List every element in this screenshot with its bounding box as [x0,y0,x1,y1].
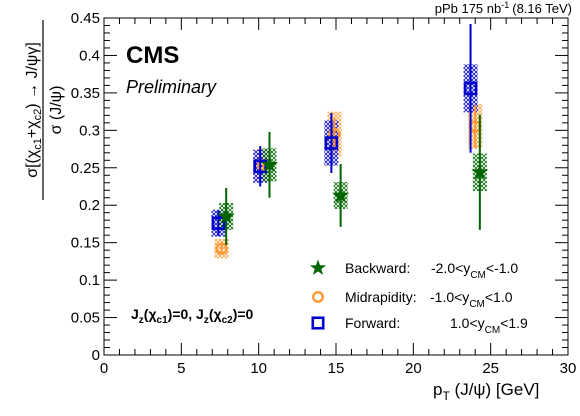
y-tick-label: 0.3 [79,122,100,139]
x-tick-label: 30 [560,360,577,377]
svg-text:σ (J/ψ): σ (J/ψ) [48,86,65,135]
legend-marker [311,316,325,330]
collision-label: pPb 175 nb-1 (8.16 TeV) [435,0,572,16]
y-tick-label: 0.25 [71,160,100,177]
y-tick-label: 0.45 [71,10,100,27]
x-tick-label: 10 [250,360,267,377]
data-point [253,159,268,174]
data-point [328,127,341,141]
legend-marker [309,259,327,275]
data-point [332,186,350,203]
legend-entry: Backward: [345,260,410,276]
x-tick-label: 25 [482,360,499,377]
y-tick-label: 0.15 [71,235,100,252]
data-point [215,242,228,255]
preliminary-label: Preliminary [126,77,217,97]
cms-label: CMS [126,42,179,69]
legend-entry: Forward: [345,315,400,331]
y-tick-label: 0.1 [79,272,100,289]
x-tick-label: 0 [100,360,108,377]
x-tick-label: 20 [405,360,422,377]
data-point [471,163,489,180]
y-tick-label: 0.2 [79,197,100,214]
y-tick-label: 0.05 [71,310,100,327]
x-axis-label: pT (J/ψ) [GeV] [433,380,539,403]
data-point [324,136,339,150]
svg-text:σ[(χc1+χc2) → J/ψγ]: σ[(χc1+χc2) → J/ψγ] [24,42,44,178]
data-point [260,155,279,173]
legend-entry: Midrapidity: [345,289,417,305]
legend-marker [312,291,324,303]
axis-ticks: 0 5 10 15 20 25 30 0 0.05 0.1 0.15 0.2 0.25 0.3 0.35 0.… [71,10,577,377]
jz-annotation: Jz(χc1)=0, Jz(χc2)=0 [131,306,254,326]
x-tick-label: 5 [177,360,185,377]
legend-range: -2.0<yCM<-1.0 [431,260,518,281]
y-tick-label: 0 [92,347,100,364]
x-tick-label: 15 [328,360,345,377]
data-layer [211,23,489,259]
data-point [463,81,478,96]
y-tick-label: 0.4 [79,47,100,64]
y-tick-label: 0.35 [71,85,100,102]
data-point [217,207,235,224]
data-point [211,216,226,230]
legend: Backward: -2.0<yCM<-1.0 Midrapidity: -1.0<y… [309,259,528,336]
legend-range: -1.0<yCM<1.0 [430,289,513,310]
legend-range: 1.0<yCM<1.9 [450,315,528,336]
y-axis-label: σ[(χc1+χc2) → J/ψγ] σ (J/ψ) [24,20,65,200]
